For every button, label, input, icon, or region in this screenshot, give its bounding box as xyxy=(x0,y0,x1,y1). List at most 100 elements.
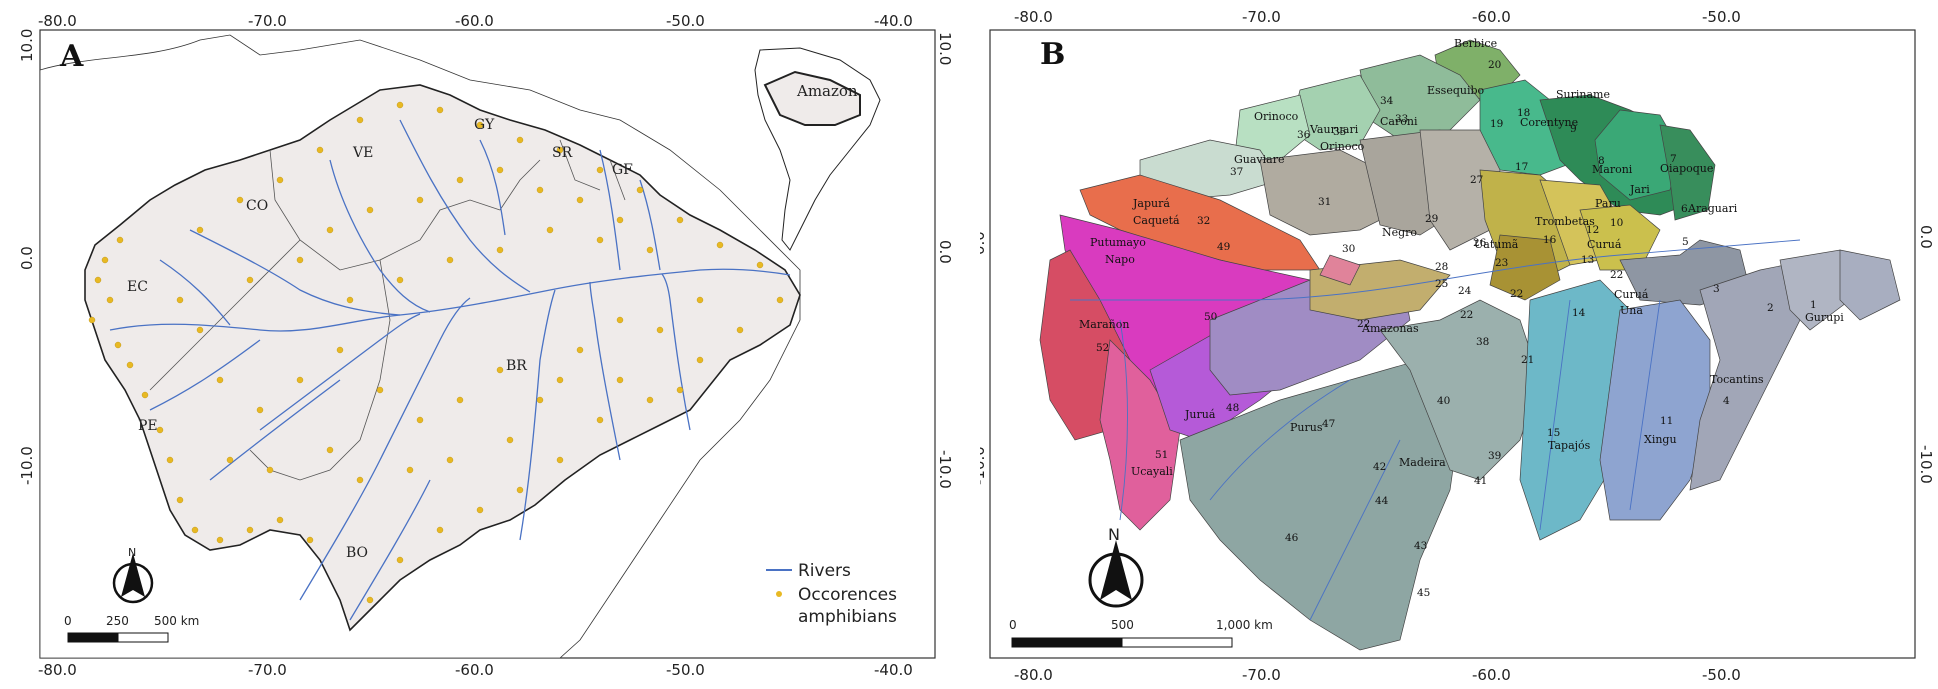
basin-number: 9 xyxy=(1570,123,1577,135)
basin-name: Una xyxy=(1620,304,1643,317)
basin-number: 2 xyxy=(1767,302,1774,314)
basin-number: 7 xyxy=(1670,153,1677,165)
scale-label-0: 0 xyxy=(64,614,72,628)
basin-name: Uatumã xyxy=(1474,238,1519,251)
basin-number: 47 xyxy=(1322,418,1335,430)
scale-label-250: 250 xyxy=(106,614,129,628)
basin-name: Ucayali xyxy=(1131,465,1173,478)
basin-number: 33 xyxy=(1395,113,1408,125)
basin-number: 23 xyxy=(1495,257,1508,269)
basin-number: 27 xyxy=(1470,174,1483,186)
basin-number: 36 xyxy=(1297,129,1311,141)
top-tick: -50.0 xyxy=(1702,8,1741,26)
basin-name: Juruá xyxy=(1184,408,1216,421)
basin-name: Gurupi xyxy=(1805,311,1844,324)
basin-number: 39 xyxy=(1488,450,1501,462)
basin-number: 32 xyxy=(1197,215,1210,227)
top-tick: -40.0 xyxy=(874,12,913,30)
bottom-tick: -60.0 xyxy=(455,661,494,679)
country-label-ec: EC xyxy=(127,279,148,295)
basin-name-labels: Berbice Suriname Essequibo Orinoco Caron… xyxy=(1079,37,1844,478)
basin-name: Orinoco xyxy=(1320,140,1365,153)
top-tick: -50.0 xyxy=(666,12,705,30)
inset-label: Amazon xyxy=(796,82,858,100)
country-label-gy: GY xyxy=(474,117,495,133)
basin-number-labels: 1 2 3 4 5 6 7 8 9 10 11 12 13 14 15 16 1… xyxy=(1096,59,1817,599)
basin-number: 1 xyxy=(1810,299,1817,311)
basin-name: Amazonas xyxy=(1361,322,1419,335)
basin-name: Caquetá xyxy=(1133,214,1180,227)
basin-number: 24 xyxy=(1458,285,1472,297)
country-label-gf: GF xyxy=(612,162,633,178)
left-tick: -10.0 xyxy=(18,446,36,485)
scale-bar: 0 250 500 km xyxy=(64,614,199,643)
bottom-tick: -80.0 xyxy=(1014,666,1053,684)
scale-segment-white xyxy=(117,632,169,643)
north-arrow-icon xyxy=(121,553,145,597)
scale-label-500: 500 xyxy=(1111,618,1134,632)
scale-segment-white xyxy=(1121,637,1233,648)
basin-number: 20 xyxy=(1488,59,1501,71)
basin-number: 21 xyxy=(1521,354,1534,366)
basin-number: 50 xyxy=(1204,311,1217,323)
right-tick: 0.0 xyxy=(1917,225,1935,249)
panel-b-svg: Berbice Suriname Essequibo Orinoco Caron… xyxy=(980,8,1935,684)
basin-number: 43 xyxy=(1414,540,1427,552)
bottom-tick: -40.0 xyxy=(874,661,913,679)
bottom-tick: -70.0 xyxy=(248,661,287,679)
top-ticks: -80.0 -70.0 -60.0 -50.0 xyxy=(1014,8,1741,26)
north-arrow: N xyxy=(112,546,154,604)
top-ticks: -80.0 -70.0 -60.0 -50.0 -40.0 xyxy=(38,12,913,30)
river-network xyxy=(109,119,791,621)
north-label: N xyxy=(1108,525,1120,544)
basin-polygons xyxy=(1039,39,1901,651)
basin-name: Oiapoque xyxy=(1660,162,1713,175)
scale-label-500: 500 km xyxy=(154,614,199,628)
basin-number: 28 xyxy=(1435,261,1448,273)
basin-number: 22 xyxy=(1460,309,1473,321)
basin-name: Essequibo xyxy=(1427,84,1485,97)
basin-name: Caroni xyxy=(1380,115,1418,128)
basin-name: Orinoco xyxy=(1254,110,1299,123)
basin-name: Curuá xyxy=(1614,288,1649,301)
basin-name: Maroni xyxy=(1592,163,1633,176)
basin-number: 18 xyxy=(1517,107,1530,119)
top-tick: -70.0 xyxy=(1242,8,1281,26)
panel-a-svg: Amazon VE GY SR GF CO EC PE BR BO A -80.… xyxy=(18,12,954,679)
scale-label-0: 0 xyxy=(1009,618,1017,632)
basin-number: 14 xyxy=(1572,307,1586,319)
basin-number: 26 xyxy=(1473,237,1487,249)
north-arrow-icon xyxy=(1100,540,1132,600)
bottom-ticks: -80.0 -70.0 -60.0 -50.0 -40.0 xyxy=(38,661,913,679)
left-ticks: 10.0 0.0 -10.0 xyxy=(18,29,36,485)
legend: Rivers Occorences amphibians xyxy=(766,561,897,627)
legend-rivers-label: Rivers xyxy=(798,561,851,581)
scale-segment-black xyxy=(67,632,119,643)
basin-name: Corentyne xyxy=(1520,116,1578,129)
country-label-pe: PE xyxy=(138,418,158,434)
panel-letter-a: A xyxy=(59,39,84,74)
top-tick: -70.0 xyxy=(248,12,287,30)
basin-name: Guaviare xyxy=(1234,153,1285,166)
country-label-bo: BO xyxy=(346,545,368,561)
country-label-br: BR xyxy=(506,358,527,374)
legend-occ-label-2: amphibians xyxy=(798,607,897,627)
basin-name: Jari xyxy=(1629,183,1650,196)
basin-number: 22 xyxy=(1357,318,1370,330)
basin-number: 11 xyxy=(1660,415,1673,427)
basin-number: 40 xyxy=(1437,395,1450,407)
basin-number: 44 xyxy=(1375,495,1389,507)
north-arrow: N xyxy=(1088,525,1144,608)
basin-number: 22 xyxy=(1610,269,1623,281)
panel-letter-b: B xyxy=(1040,37,1065,72)
country-label-sr: SR xyxy=(552,145,573,161)
left-tick: 10.0 xyxy=(18,29,36,62)
basin-name: Curuá xyxy=(1587,238,1622,251)
right-ticks: 10.0 0.0 -10.0 xyxy=(936,32,954,489)
panel-a-map: Amazon VE GY SR GF CO EC PE BR BO A -80.… xyxy=(0,0,960,689)
basin-number: 13 xyxy=(1581,254,1594,266)
basin-number: 25 xyxy=(1435,278,1448,290)
bottom-tick: -70.0 xyxy=(1242,666,1281,684)
basin-number: 35 xyxy=(1333,126,1346,138)
basin-name: Japurá xyxy=(1132,197,1170,210)
